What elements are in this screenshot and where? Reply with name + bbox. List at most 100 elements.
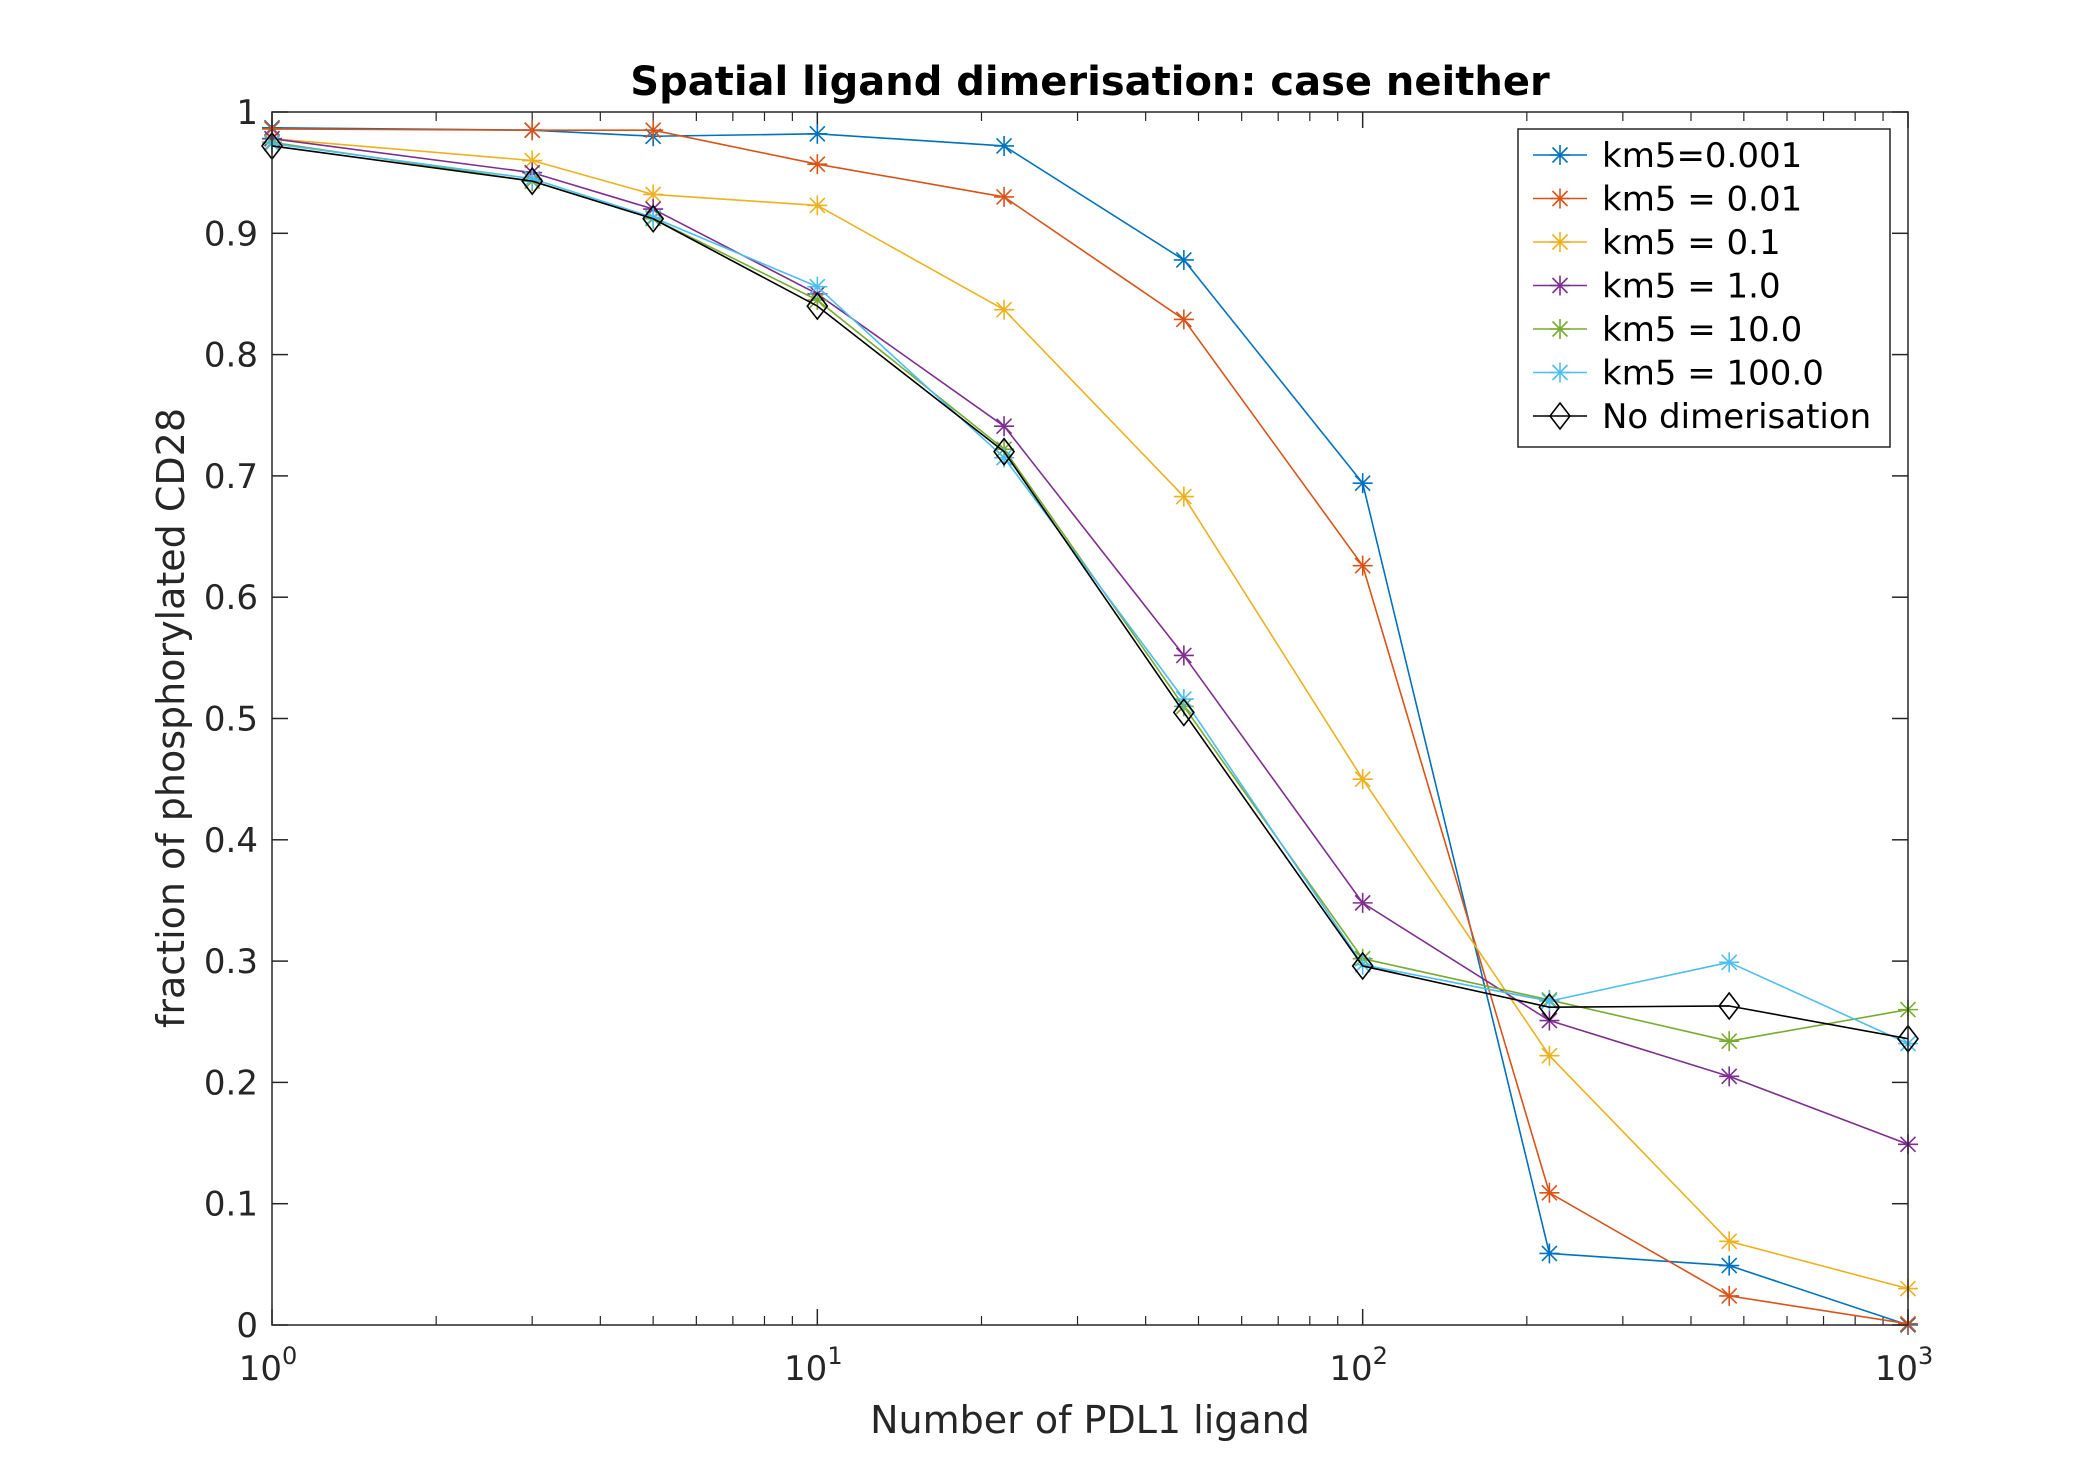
y-tick-label: 1 xyxy=(236,93,258,133)
data-point-asterisk-d2 xyxy=(1175,647,1192,664)
data-point-asterisk-d2 xyxy=(1354,475,1371,492)
data-point-asterisk-d2 xyxy=(1721,1287,1738,1304)
x-tick-exponent: 2 xyxy=(1373,1342,1388,1370)
legend-marker-asterisk xyxy=(1550,275,1570,296)
data-point-asterisk xyxy=(807,123,828,144)
y-tick-label: 0.1 xyxy=(204,1185,258,1225)
data-point-asterisk-d2 xyxy=(1175,488,1192,505)
series-line xyxy=(271,137,1909,1290)
series-line xyxy=(271,126,1909,1326)
y-tick-label: 0.3 xyxy=(204,942,258,982)
data-point-asterisk xyxy=(807,154,828,175)
data-point-asterisk-d2 xyxy=(1541,1047,1558,1064)
x-tick-exponent: 1 xyxy=(827,1342,842,1370)
series-line xyxy=(271,145,1909,1040)
legend-box xyxy=(1517,128,1891,448)
data-point-asterisk-d2 xyxy=(809,125,826,142)
data-point-asterisk xyxy=(1719,1066,1740,1087)
data-point-asterisk xyxy=(994,416,1015,437)
data-point-diamond xyxy=(642,204,665,234)
data-point-asterisk-d2 xyxy=(1721,954,1738,971)
x-tick-label: 103 xyxy=(1875,1342,1934,1389)
legend-label: No dimerisation xyxy=(1602,397,1871,437)
data-point-asterisk xyxy=(1352,555,1373,576)
data-point-asterisk-d2 xyxy=(1721,1068,1738,1085)
data-point-asterisk-d2 xyxy=(1354,771,1371,788)
y-tick-label: 0.5 xyxy=(204,700,258,740)
legend-marker-diamond xyxy=(1548,401,1572,431)
y-tick-label: 0.6 xyxy=(204,578,258,618)
series-line xyxy=(271,137,1909,1146)
data-point-asterisk-d2 xyxy=(1541,1245,1558,1262)
chart-title: Spatial ligand dimerisation: case neithe… xyxy=(630,59,1550,105)
series-line xyxy=(271,128,1909,1325)
data-point-asterisk xyxy=(1173,486,1194,507)
data-point-asterisk-d2 xyxy=(996,418,1013,435)
x-tick-base: 10 xyxy=(784,1349,827,1389)
y-tick-label: 0.4 xyxy=(204,821,258,861)
data-point-asterisk xyxy=(994,299,1015,320)
legend-marker-asterisk xyxy=(1550,319,1570,339)
legend-marker-asterisk-d2 xyxy=(1551,146,1569,164)
x-tick-base: 10 xyxy=(1875,1349,1918,1389)
y-tick-label: 0.9 xyxy=(204,214,258,254)
x-tick-base: 10 xyxy=(1329,1349,1372,1389)
legend-entry: km5 = 1.0 xyxy=(1533,267,1781,307)
y-axis-label: fraction of phosphorylated CD28 xyxy=(149,408,193,1028)
legend-marker-asterisk xyxy=(1550,188,1570,209)
y-tick-labels: 0 0.1 0.2 0.3 0.4 0.5 0.6 0.7 0.8 0.9 1 xyxy=(204,93,258,1346)
data-point-asterisk xyxy=(643,184,664,205)
data-point-asterisk xyxy=(994,135,1015,156)
x-tick-label: 102 xyxy=(1329,1342,1388,1389)
data-point-asterisk-d2 xyxy=(1721,1257,1738,1274)
data-point-asterisk-d2 xyxy=(645,122,662,139)
data-point-asterisk-d2 xyxy=(996,301,1013,318)
data-point-asterisk xyxy=(807,195,828,216)
legend-entry: km5 = 100.0 xyxy=(1533,354,1824,394)
legend-label: km5 = 100.0 xyxy=(1602,354,1824,394)
data-point-asterisk xyxy=(1719,1031,1740,1052)
legend-marker-asterisk xyxy=(1550,232,1570,252)
data-point-asterisk xyxy=(1352,769,1373,790)
data-point-asterisk xyxy=(643,120,664,141)
legend-marker-asterisk-d2 xyxy=(1551,320,1569,338)
legend-label: km5=0.001 xyxy=(1602,136,1802,176)
data-point-asterisk xyxy=(1719,952,1740,973)
data-point-asterisk-d2 xyxy=(809,291,826,309)
data-point-asterisk-d2 xyxy=(1721,1033,1738,1050)
legend-entry: km5 = 0.1 xyxy=(1533,223,1781,263)
data-point-diamond xyxy=(521,166,544,196)
data-point-asterisk-d2 xyxy=(1354,894,1371,911)
legend-marker-asterisk-d2 xyxy=(1551,190,1569,207)
data-point-asterisk-d2 xyxy=(1354,557,1371,574)
data-point-asterisk-d2 xyxy=(1175,311,1192,328)
data-point-diamond xyxy=(1351,951,1374,981)
plot-frame xyxy=(271,111,1909,1326)
data-point-asterisk-d2 xyxy=(645,186,662,203)
data-point-diamond xyxy=(1172,698,1195,727)
data-point-asterisk xyxy=(1173,309,1194,330)
y-tick-label: 0.7 xyxy=(204,457,258,497)
data-point-diamond xyxy=(1718,991,1741,1021)
legend-entry: km5 = 0.01 xyxy=(1533,180,1802,220)
data-point-asterisk-d2 xyxy=(524,152,541,169)
data-point-asterisk-d2 xyxy=(996,188,1013,205)
legend-marker-asterisk-d2 xyxy=(1551,277,1569,294)
data-point-asterisk xyxy=(522,120,543,141)
legend-entry: No dimerisation xyxy=(1533,397,1871,437)
data-point-asterisk xyxy=(1539,1045,1560,1066)
data-point-asterisk xyxy=(1719,1285,1740,1306)
data-point-asterisk xyxy=(1173,645,1194,666)
legend-label: km5 = 10.0 xyxy=(1602,310,1802,350)
data-point-asterisk-d2 xyxy=(809,156,826,173)
series-6 xyxy=(260,131,1920,1054)
legend-marker-asterisk xyxy=(1550,362,1570,383)
legend-label: km5 = 1.0 xyxy=(1602,267,1781,307)
x-tick-labels: 100 101 102 103 xyxy=(239,1342,1934,1389)
x-tick-exponent: 0 xyxy=(282,1342,297,1370)
x-tick-exponent: 3 xyxy=(1918,1342,1933,1370)
data-point-asterisk-d2 xyxy=(1721,1233,1738,1250)
series-group xyxy=(260,117,1920,1335)
